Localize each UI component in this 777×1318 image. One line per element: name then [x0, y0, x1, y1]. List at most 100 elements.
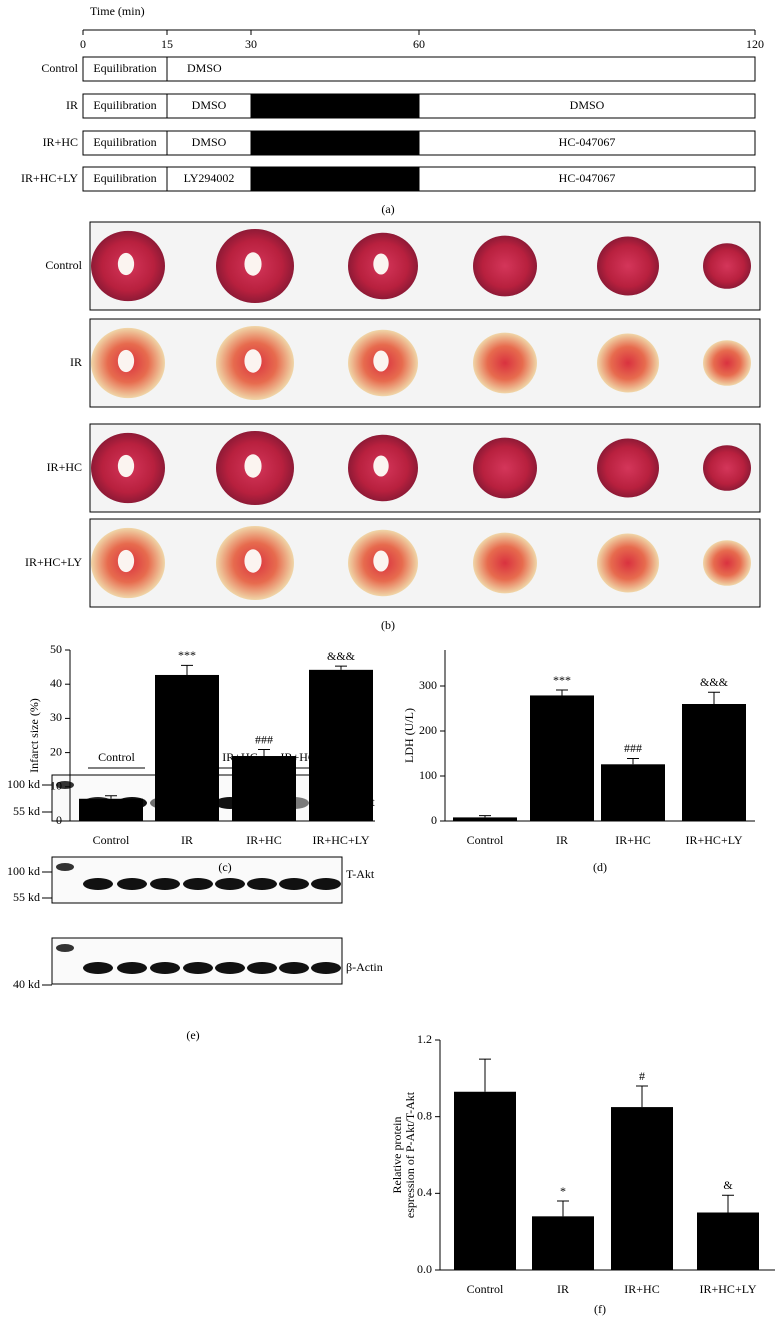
y-axis-label: Infarct size (%): [27, 698, 41, 773]
segment: [166, 166, 252, 192]
caption: (d): [593, 860, 607, 874]
lumen: [244, 454, 262, 478]
y-tick-label: 0: [56, 813, 62, 827]
band: [183, 962, 213, 974]
segment: [418, 93, 756, 119]
annotation: &: [723, 1178, 733, 1192]
row-label: IR: [70, 355, 82, 369]
tick-label: 0: [80, 37, 86, 51]
ladder: [56, 863, 74, 871]
marker-label: 55 kd: [13, 890, 40, 904]
band: [117, 962, 147, 974]
lumen: [373, 550, 389, 572]
heart-slice: [473, 532, 537, 594]
segment: [166, 56, 756, 82]
lumen: [117, 349, 135, 373]
x-tick-label: IR: [557, 1282, 569, 1296]
error-bar: [636, 1085, 648, 1108]
segment-label: HC-047067: [559, 171, 616, 185]
annotation: ***: [178, 648, 196, 662]
heart-slice: [703, 445, 751, 491]
bar: [530, 695, 594, 821]
heart-slice: [703, 340, 751, 386]
band: [247, 962, 277, 974]
bar: [601, 764, 665, 821]
annotation: ###: [624, 741, 642, 755]
bar: [611, 1107, 673, 1270]
lumen: [244, 549, 262, 573]
segment-label: Ischemia: [313, 135, 357, 149]
row-label: Control: [45, 258, 82, 272]
caption: (a): [381, 202, 394, 216]
band: [247, 878, 277, 890]
bar: [682, 704, 746, 821]
x-tick-label: IR+HC: [615, 833, 650, 847]
band: [150, 962, 180, 974]
band-label: β-Actin: [346, 960, 383, 974]
segment: [166, 130, 252, 156]
segment-label: DMSO: [570, 98, 605, 112]
error-bar: [258, 749, 270, 757]
timeline-axis-label: Time (min): [90, 4, 145, 18]
x-tick-label: Control: [467, 1282, 504, 1296]
y-tick-label: 300: [419, 678, 437, 692]
caption: (e): [186, 1028, 199, 1042]
tick-label: 15: [161, 37, 173, 51]
x-tick-label: Control: [467, 833, 504, 847]
segment: [82, 166, 168, 192]
segment-label: DMSO: [192, 98, 227, 112]
y-axis-label: LDH (U/L): [402, 708, 416, 763]
segment: [418, 130, 756, 156]
segment: [82, 130, 168, 156]
band: [215, 878, 245, 890]
heart-slice: [473, 235, 537, 297]
bar: [454, 1091, 516, 1270]
error-bar: [627, 757, 639, 765]
marker-label: 40 kd: [13, 977, 40, 991]
error-bar: [479, 1058, 491, 1092]
heart-slice: [703, 540, 751, 586]
band: [183, 878, 213, 890]
marker-label: 100 kd: [7, 864, 40, 878]
annotation: &&&: [700, 675, 729, 689]
segment-label: HC-047067: [559, 135, 616, 149]
y-tick-label: 100: [419, 768, 437, 782]
blot-strip: [51, 937, 343, 985]
photo-frame: [89, 318, 761, 408]
lumen: [373, 253, 389, 275]
caption: (b): [381, 618, 395, 632]
segment-label: Equilibration: [93, 171, 156, 185]
segment-label: Equilibration: [93, 98, 156, 112]
error-bar: [335, 665, 347, 670]
y-tick-label: 30: [50, 710, 62, 724]
tick-label: 120: [746, 37, 764, 51]
y-axis-label: espression of P-Akt/T-Akt: [403, 1091, 417, 1218]
x-tick-label: Control: [93, 833, 130, 847]
y-axis-label: Relative protein: [390, 1117, 404, 1194]
heart-slice: [597, 333, 659, 393]
bar: [155, 674, 219, 821]
x-tick-label: IR+HC: [624, 1282, 659, 1296]
segment: [418, 166, 756, 192]
bar: [232, 756, 296, 821]
y-tick-label: 20: [50, 744, 62, 758]
error-bar: [557, 1200, 569, 1217]
heart-slice: [597, 533, 659, 593]
x-tick-label: IR: [556, 833, 568, 847]
band: [279, 962, 309, 974]
x-tick-label: IR+HC+LY: [700, 1282, 757, 1296]
bar: [532, 1216, 594, 1270]
segment-label: Ischemia: [313, 98, 357, 112]
band: [311, 962, 341, 974]
band: [311, 878, 341, 890]
heart-slice: [703, 243, 751, 289]
photo-frame: [89, 423, 761, 513]
x-tick-label: IR: [181, 833, 193, 847]
lumen: [244, 252, 262, 276]
segment: [250, 93, 420, 119]
caption: (c): [218, 860, 231, 874]
segment-label: Equilibration: [93, 61, 156, 75]
segment-label: Equilibration: [93, 135, 156, 149]
annotation: ###: [255, 732, 273, 746]
